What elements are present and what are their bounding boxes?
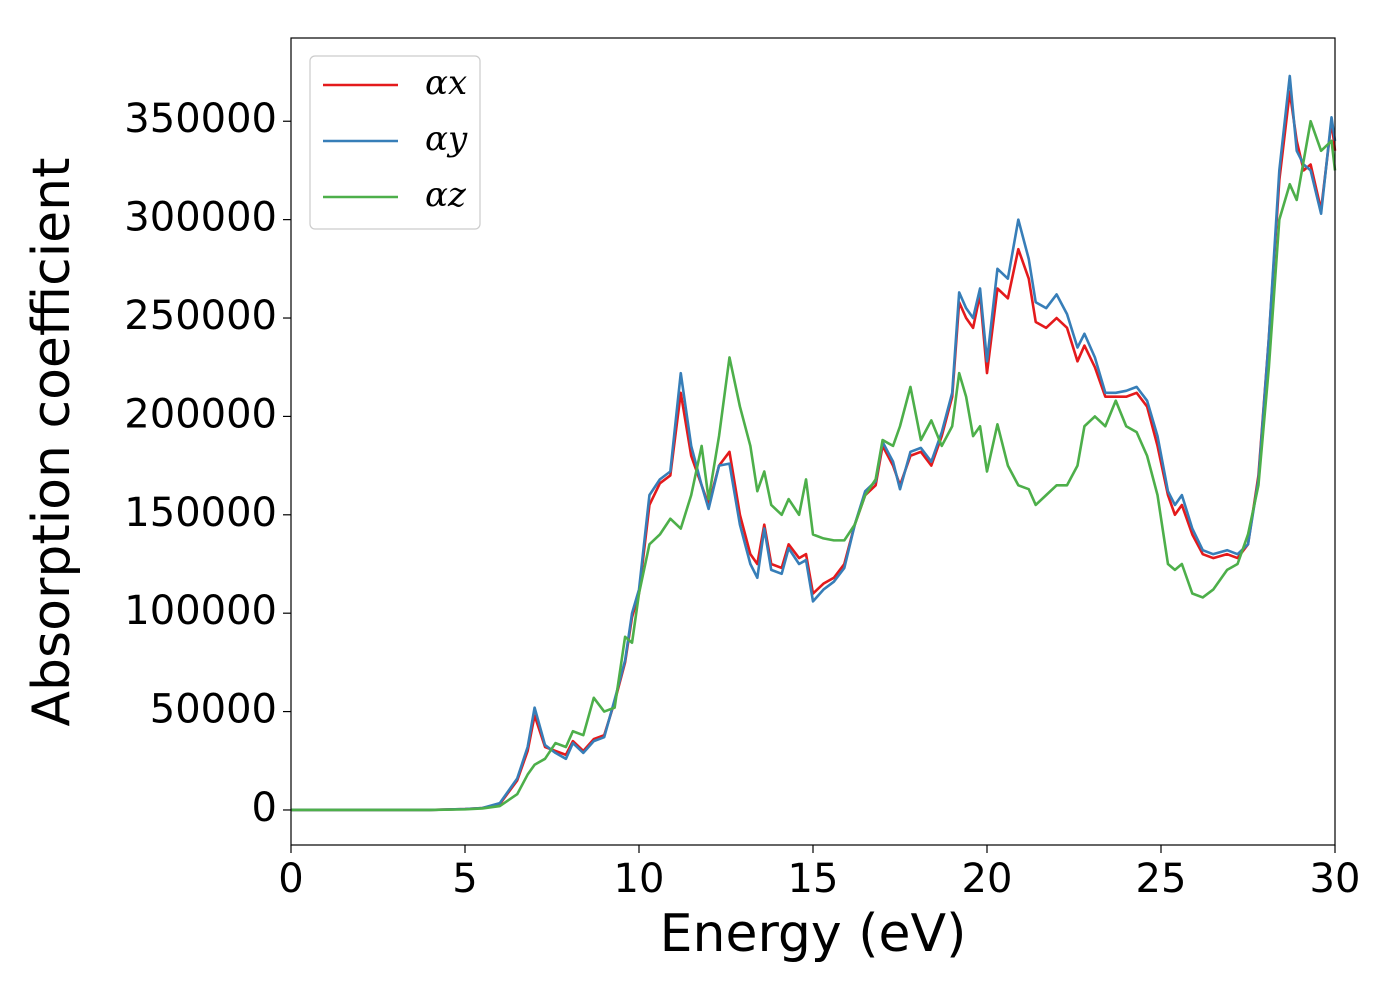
y-tick-label: 0 — [252, 785, 277, 831]
y-axis-label: Absorption coefficient — [22, 157, 82, 726]
legend-label: αy — [425, 119, 468, 159]
x-axis-label: Energy (eV) — [660, 904, 967, 964]
x-tick-label: 0 — [278, 856, 303, 902]
x-tick-label: 10 — [614, 856, 665, 902]
data-line — [291, 74, 1337, 812]
x-tick-label: 5 — [452, 856, 477, 902]
y-tick-label: 300000 — [124, 195, 277, 241]
y-tick-label: 350000 — [124, 96, 277, 142]
x-tick-label: 15 — [788, 856, 839, 902]
x-tick-label: 20 — [962, 856, 1013, 902]
y-tick-label: 200000 — [124, 391, 277, 437]
plot-frame — [290, 37, 1336, 846]
x-tick-label: 25 — [1136, 856, 1187, 902]
data-line — [291, 119, 1337, 812]
legend-label: αz — [425, 175, 467, 215]
y-tick-label: 50000 — [150, 687, 277, 733]
x-tick-label: 30 — [1310, 856, 1361, 902]
y-tick-label: 250000 — [124, 293, 277, 339]
legend-label: αx — [425, 63, 467, 103]
legend-box — [309, 55, 481, 230]
y-tick-label: 150000 — [124, 490, 277, 536]
y-tick-label: 100000 — [124, 588, 277, 634]
